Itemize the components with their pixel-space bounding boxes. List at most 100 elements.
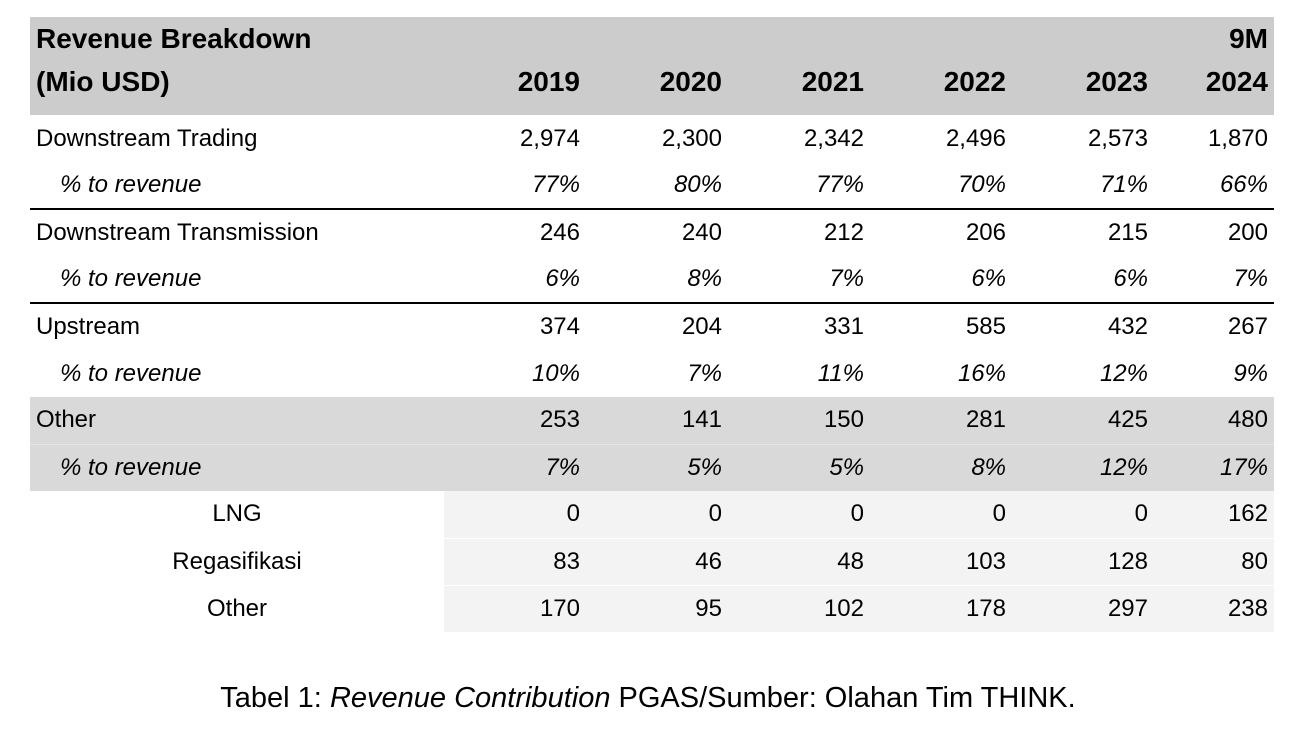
cell-value: 240 [681,219,722,246]
cell-pct: 71% [1012,162,1154,210]
cell-value: 128 [1012,538,1154,586]
header-row: Revenue Breakdown (Mio USD) 2019 2020 20… [30,17,1274,115]
cell-pct: 70% [870,162,1012,210]
cell-pct: 8% [586,256,728,304]
table-row-other: Other 253 141 150 281 425 480 [30,397,1274,445]
cell-value: 374 [539,313,580,340]
cell-pct: 80% [586,162,728,210]
cell-value: 206 [965,219,1006,246]
cell-value: 480 [1154,397,1274,445]
row-label: Upstream [36,313,141,340]
cell-pct: 77% [728,162,870,210]
table-row-downstream-trading: Downstream Trading 2,974 2,300 2,342 2,4… [30,115,1274,162]
cell-value: 0 [1012,491,1154,539]
cell-value: 297 [1012,585,1154,633]
header-year: 9M 2024 [1154,17,1274,115]
row-label: Downstream Trading [36,124,258,152]
cell-value: 102 [728,585,870,633]
cell-value: 2,496 [945,124,1006,152]
cell-value: 2,573 [1087,124,1148,152]
cell-value: 103 [870,538,1012,586]
row-label: % to revenue [30,444,444,491]
revenue-table-container: Revenue Breakdown (Mio USD) 2019 2020 20… [30,17,1274,633]
cell-value: 2,342 [803,124,864,152]
cell-value: 281 [870,397,1012,445]
header-year: 2020 [586,17,728,115]
cell-pct: 5% [728,444,870,491]
table-row-downstream-trading-pct: % to revenue 77% 80% 77% 70% 71% 66% [30,162,1274,210]
table-row-other-pct: % to revenue 7% 5% 5% 8% 12% 17% [30,444,1274,491]
header-year: 2021 [728,17,870,115]
table-row-sub-other: Other 170 95 102 178 297 238 [30,585,1274,633]
cell-value: 246 [539,219,580,246]
cell-pct: 7% [1154,256,1274,304]
sub-row-label: Other [30,585,444,633]
cell-value: 46 [586,538,728,586]
cell-pct: 77% [444,162,586,210]
cell-value: 432 [1107,313,1148,340]
cell-value: 1,870 [1207,124,1268,152]
caption-emphasis: Revenue Contribution [329,682,611,714]
cell-pct: 6% [870,256,1012,304]
caption-prefix: Tabel 1: [220,682,330,714]
caption-suffix: PGAS/Sumber: Olahan Tim THINK. [610,682,1076,714]
cell-value: 215 [1107,219,1148,246]
cell-pct: 17% [1154,444,1274,491]
row-label: % to revenue [60,359,202,387]
row-label: % to revenue [30,256,444,304]
row-label: Other [30,397,444,445]
table-row-upstream: Upstream 374 204 331 585 432 267 [30,303,1274,350]
cell-value: 48 [728,538,870,586]
cell-value: 170 [444,585,586,633]
cell-value: 141 [586,397,728,445]
cell-value: 162 [1154,491,1274,539]
cell-value: 95 [586,585,728,633]
revenue-breakdown-table: Revenue Breakdown (Mio USD) 2019 2020 20… [30,17,1274,633]
cell-value: 83 [444,538,586,586]
cell-pct: 12% [1012,444,1154,491]
cell-pct: 9% [1233,359,1268,387]
header-year: 2019 [444,17,586,115]
cell-value: 0 [870,491,1012,539]
cell-value: 200 [1227,219,1268,246]
cell-value: 0 [728,491,870,539]
cell-value: 80 [1154,538,1274,586]
header-title-line2: (Mio USD) [36,66,170,97]
table-row-downstream-transmission-pct: % to revenue 6% 8% 7% 6% 6% 7% [30,256,1274,304]
cell-value: 331 [823,313,864,340]
table-row-upstream-pct: % to revenue 10% 7% 11% 16% 12% 9% [30,350,1274,397]
cell-pct: 7% [728,256,870,304]
cell-pct: 12% [1099,359,1148,387]
cell-pct: 8% [870,444,1012,491]
header-title: Revenue Breakdown (Mio USD) [30,17,444,115]
table-row-sub-lng: LNG 0 0 0 0 0 162 [30,491,1274,539]
cell-value: 150 [728,397,870,445]
cell-value: 585 [965,313,1006,340]
cell-pct: 10% [531,359,580,387]
cell-value: 212 [823,219,864,246]
cell-value: 0 [444,491,586,539]
cell-pct: 5% [586,444,728,491]
header-year: 2023 [1012,17,1154,115]
cell-pct: 7% [444,444,586,491]
cell-pct: 66% [1154,162,1274,210]
row-label: % to revenue [30,162,444,210]
cell-value: 204 [681,313,722,340]
cell-value: 238 [1154,585,1274,633]
sub-row-label: Regasifikasi [30,538,444,586]
cell-value: 2,974 [519,124,580,152]
table-row-sub-regasifikasi: Regasifikasi 83 46 48 103 128 80 [30,538,1274,586]
cell-pct: 7% [687,359,722,387]
cell-value: 253 [444,397,586,445]
cell-value: 178 [870,585,1012,633]
cell-pct: 6% [1012,256,1154,304]
header-year: 2022 [870,17,1012,115]
cell-value: 425 [1012,397,1154,445]
cell-value: 267 [1227,313,1268,340]
table-caption: Tabel 1: Revenue Contribution PGAS/Sumbe… [0,678,1296,718]
row-label: Downstream Transmission [36,219,319,246]
cell-pct: 6% [444,256,586,304]
cell-value: 2,300 [661,124,722,152]
header-title-line1: Revenue Breakdown [36,23,312,54]
cell-value: 0 [586,491,728,539]
